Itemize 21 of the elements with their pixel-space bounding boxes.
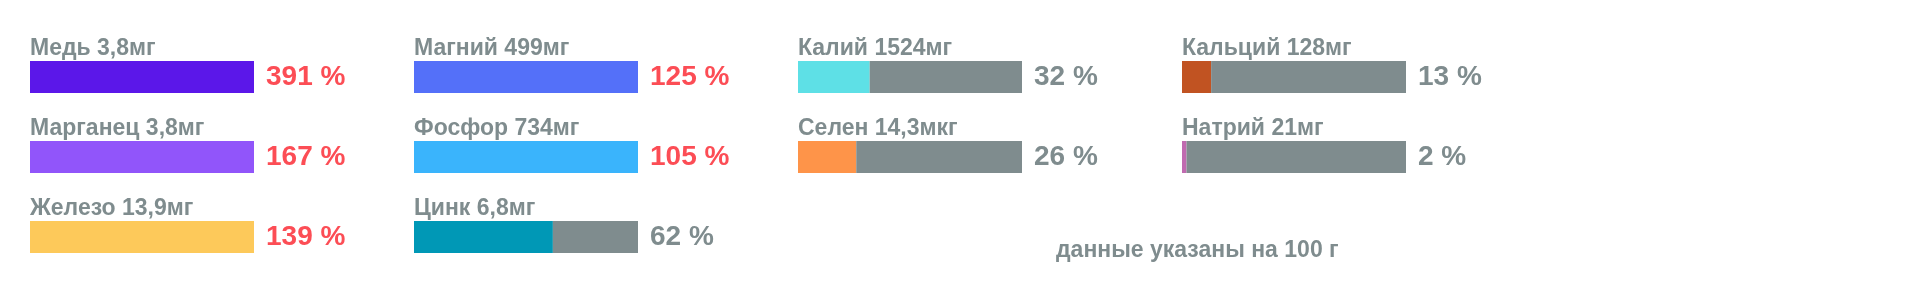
text: 2 % [1418, 140, 1467, 171]
text: данные указаны на 100 г [1056, 236, 1339, 262]
text: 26 % [1034, 140, 1098, 171]
y-tick-label: Магний 499мг [414, 34, 570, 60]
text: 13 % [1418, 60, 1482, 91]
y-tick-label: Цинк 6,8мг [414, 194, 536, 220]
text: 32 % [1034, 60, 1098, 91]
text: 391 % [266, 60, 346, 91]
text: 139 % [266, 220, 346, 251]
y-tick-label: Кальций 128мг [1182, 34, 1352, 60]
y-tick-label: Марганец 3,8мг [30, 114, 205, 140]
text: 105 % [650, 140, 730, 171]
y-tick-label: Селен 14,3мкг [798, 114, 958, 140]
y-tick-label: Железо 13,9мг [29, 194, 194, 220]
text: 167 % [266, 140, 346, 171]
text: 62 % [650, 220, 714, 251]
y-tick-label: Калий 1524мг [798, 34, 953, 60]
y-tick-label: Медь 3,8мг [30, 34, 156, 60]
text: 125 % [650, 60, 730, 91]
y-tick-label: Натрий 21мг [1182, 114, 1324, 140]
y-tick-label: Фосфор 734мг [414, 114, 580, 140]
